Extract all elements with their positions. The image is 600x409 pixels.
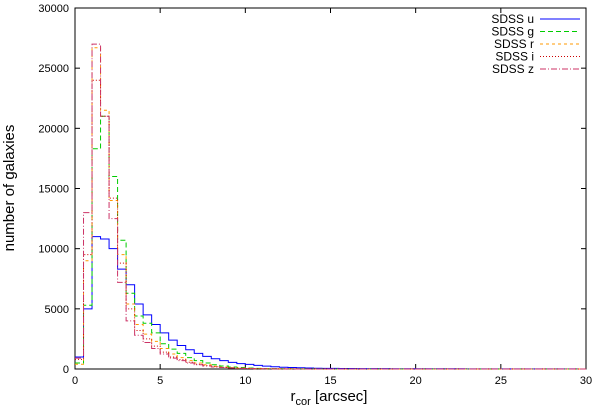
axis-ticks: 0 5 10 15 20 25 30 0 5000 10000 15000 20000 25000 300… (38, 3, 592, 387)
legend-label: SDSS i (495, 50, 534, 64)
legend-label: SDSS g (491, 25, 534, 39)
x-tick-label: 20 (410, 375, 422, 387)
x-tick-label: 10 (239, 375, 251, 387)
y-tick-label: 25000 (38, 63, 69, 75)
legend-label: SDSS u (491, 12, 534, 26)
series-layer (75, 43, 586, 370)
x-tick-label: 5 (157, 375, 163, 387)
x-axis-label: rcor [arcsec] (291, 388, 368, 408)
series-line (75, 115, 586, 370)
y-tick-label: 0 (63, 364, 69, 376)
y-tick-label: 30000 (38, 3, 69, 15)
y-tick-label: 10000 (38, 244, 69, 256)
x-tick-label: 0 (72, 375, 78, 387)
y-tick-label: 20000 (38, 123, 69, 135)
series-line (75, 43, 586, 370)
x-tick-label: 30 (580, 375, 592, 387)
y-tick-label: 5000 (45, 304, 69, 316)
y-tick-label: 15000 (38, 184, 69, 196)
x-tick-label: 25 (495, 375, 507, 387)
y-axis-label: number of galaxies (1, 125, 18, 252)
legend-label: SDSS r (494, 37, 534, 51)
series-line (75, 236, 586, 370)
legend-label: SDSS z (492, 62, 534, 76)
x-tick-label: 15 (324, 375, 336, 387)
